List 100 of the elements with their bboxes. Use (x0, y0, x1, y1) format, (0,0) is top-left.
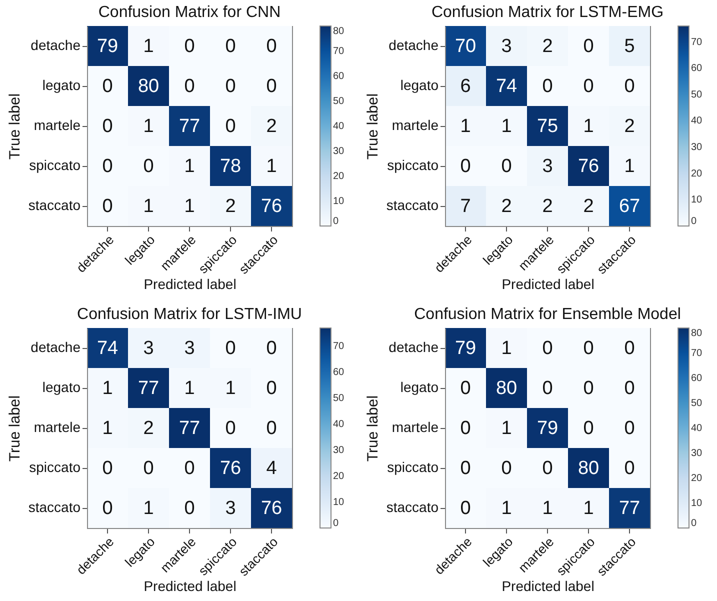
y-tick-label: martele (34, 419, 81, 435)
color-bar-label: 50 (691, 89, 703, 100)
color-bar-label: 30 (333, 146, 345, 157)
y-tick-label: staccato (386, 499, 439, 515)
color-bar-label: 70 (691, 36, 703, 48)
data-label: 3 (184, 338, 195, 359)
data-label: 1 (501, 116, 512, 137)
color-bar-label: 80 (333, 26, 345, 37)
data-label: 79 (536, 418, 558, 439)
data-label: 0 (624, 458, 635, 479)
color-bar-label: 30 (333, 445, 345, 456)
data-label: 1 (225, 378, 236, 399)
color-bar-label: 70 (333, 46, 345, 57)
data-label: 0 (102, 458, 113, 479)
data-label: 2 (583, 196, 594, 217)
data-label: 4 (266, 458, 278, 479)
data-label: 75 (536, 116, 558, 137)
data-label: 0 (102, 196, 113, 217)
color-bar-label: 10 (333, 196, 345, 207)
x-axis-title: Predicted label (144, 276, 236, 292)
y-tick-label: spiccato (387, 157, 439, 173)
y-tick-label: detache (388, 37, 439, 53)
data-label: 0 (225, 36, 236, 57)
data-label: 1 (143, 116, 154, 137)
data-label: 0 (460, 378, 471, 399)
color-bar-label: 40 (333, 419, 345, 430)
y-axis-title: True label (6, 93, 24, 160)
data-label: 2 (542, 36, 553, 57)
y-tick-label: martele (392, 117, 439, 133)
data-label: 1 (102, 378, 113, 399)
color-bar-label: 70 (691, 348, 703, 359)
data-label: 1 (143, 498, 154, 519)
data-label: 1 (624, 156, 635, 177)
data-label: 0 (460, 498, 471, 519)
data-label: 76 (260, 196, 282, 217)
data-label: 0 (102, 156, 113, 177)
y-axis-title: True label (364, 93, 382, 160)
data-label: 0 (102, 498, 113, 519)
data-label: 1 (102, 418, 113, 439)
data-label: 5 (624, 36, 635, 57)
data-label: 80 (138, 76, 160, 97)
color-bar-label: 40 (691, 423, 703, 434)
data-label: 3 (143, 338, 154, 359)
data-label: 70 (454, 36, 476, 57)
color-bar-label: 0 (333, 216, 339, 227)
y-tick-label: martele (34, 117, 81, 133)
data-label: 77 (178, 116, 200, 137)
y-tick-label: staccato (28, 499, 81, 515)
data-label: 0 (583, 76, 594, 97)
data-label: 0 (184, 498, 195, 519)
data-label: 0 (266, 338, 277, 359)
data-label: 2 (143, 418, 154, 439)
data-label: 74 (96, 338, 118, 359)
data-label: 77 (618, 498, 640, 519)
data-label: 0 (583, 418, 594, 439)
data-label: 1 (583, 498, 594, 519)
data-label: 0 (184, 76, 195, 97)
data-label: 1 (143, 196, 154, 217)
data-label: 0 (501, 458, 512, 479)
data-label: 1 (460, 116, 471, 137)
data-label: 67 (618, 196, 640, 217)
color-bar-label: 20 (333, 471, 345, 482)
data-label: 74 (496, 76, 518, 97)
y-tick-label: legato (42, 77, 81, 93)
data-label: 0 (460, 418, 471, 439)
data-label: 0 (624, 378, 635, 399)
data-label: 76 (220, 458, 242, 479)
y-tick-label: staccato (386, 197, 439, 213)
y-tick-label: detache (30, 339, 81, 355)
data-label: 0 (501, 156, 512, 177)
data-label: 0 (583, 338, 594, 359)
color-bar-label: 10 (691, 194, 703, 206)
chart-title: Confusion Matrix for LSTM-IMU (77, 306, 302, 323)
y-tick-label: staccato (28, 197, 81, 213)
data-label: 0 (225, 76, 236, 97)
data-label: 0 (266, 36, 277, 57)
data-label: 76 (578, 156, 600, 177)
data-label: 0 (542, 458, 553, 479)
data-label: 76 (260, 498, 282, 519)
data-label: 0 (266, 76, 277, 97)
color-bar-label: 40 (691, 116, 703, 127)
x-axis-title: Predicted label (502, 276, 594, 292)
color-bar-label: 0 (691, 518, 697, 529)
data-label: 0 (542, 338, 553, 359)
data-label: 3 (501, 36, 512, 57)
data-label: 0 (266, 378, 277, 399)
data-label: 0 (225, 338, 236, 359)
data-label: 0 (460, 458, 471, 479)
data-label: 0 (624, 76, 635, 97)
color-bar-label: 60 (691, 63, 703, 74)
data-label: 1 (266, 156, 277, 177)
data-label: 0 (102, 116, 113, 137)
color-bar-label: 30 (691, 448, 703, 459)
data-label: 2 (266, 116, 277, 137)
data-label: 1 (184, 378, 195, 399)
color-bar-label: 60 (333, 367, 345, 378)
data-label: 2 (501, 196, 512, 217)
color-bar-label: 40 (333, 121, 345, 132)
data-label: 0 (624, 418, 635, 439)
data-label: 0 (624, 338, 635, 359)
